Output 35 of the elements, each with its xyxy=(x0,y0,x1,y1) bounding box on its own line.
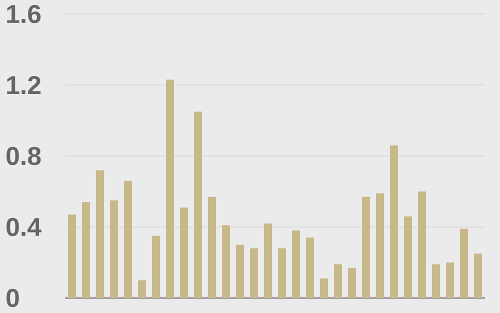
bar xyxy=(376,193,384,298)
bar xyxy=(82,202,90,298)
bar xyxy=(320,278,328,298)
bar xyxy=(96,170,104,298)
bar xyxy=(264,223,272,298)
bar xyxy=(180,207,188,298)
bar xyxy=(222,225,230,298)
y-tick-label: 0 xyxy=(6,288,19,308)
bar xyxy=(166,80,174,298)
bar xyxy=(404,216,412,298)
y-tick-label: 0.8 xyxy=(6,146,41,166)
bar xyxy=(362,196,370,298)
bar xyxy=(432,264,440,298)
bar xyxy=(348,268,356,298)
bar xyxy=(250,248,258,298)
bar xyxy=(124,180,132,298)
bar xyxy=(152,236,160,298)
bar xyxy=(208,196,216,298)
y-tick-label: 1.6 xyxy=(7,4,41,24)
bar xyxy=(306,238,314,298)
bar xyxy=(278,248,286,298)
bar xyxy=(68,214,76,298)
bar xyxy=(334,264,342,298)
bar xyxy=(418,192,426,298)
bar xyxy=(474,254,482,298)
bar xyxy=(460,228,468,298)
bar xyxy=(236,244,244,298)
bar xyxy=(446,262,454,298)
bar xyxy=(110,200,118,298)
y-tick-label: 0.4 xyxy=(6,218,42,236)
y-tick-label: 1.2 xyxy=(7,76,40,94)
bar xyxy=(292,230,300,298)
bar xyxy=(390,145,398,298)
bar xyxy=(138,280,146,298)
bar xyxy=(194,112,202,298)
